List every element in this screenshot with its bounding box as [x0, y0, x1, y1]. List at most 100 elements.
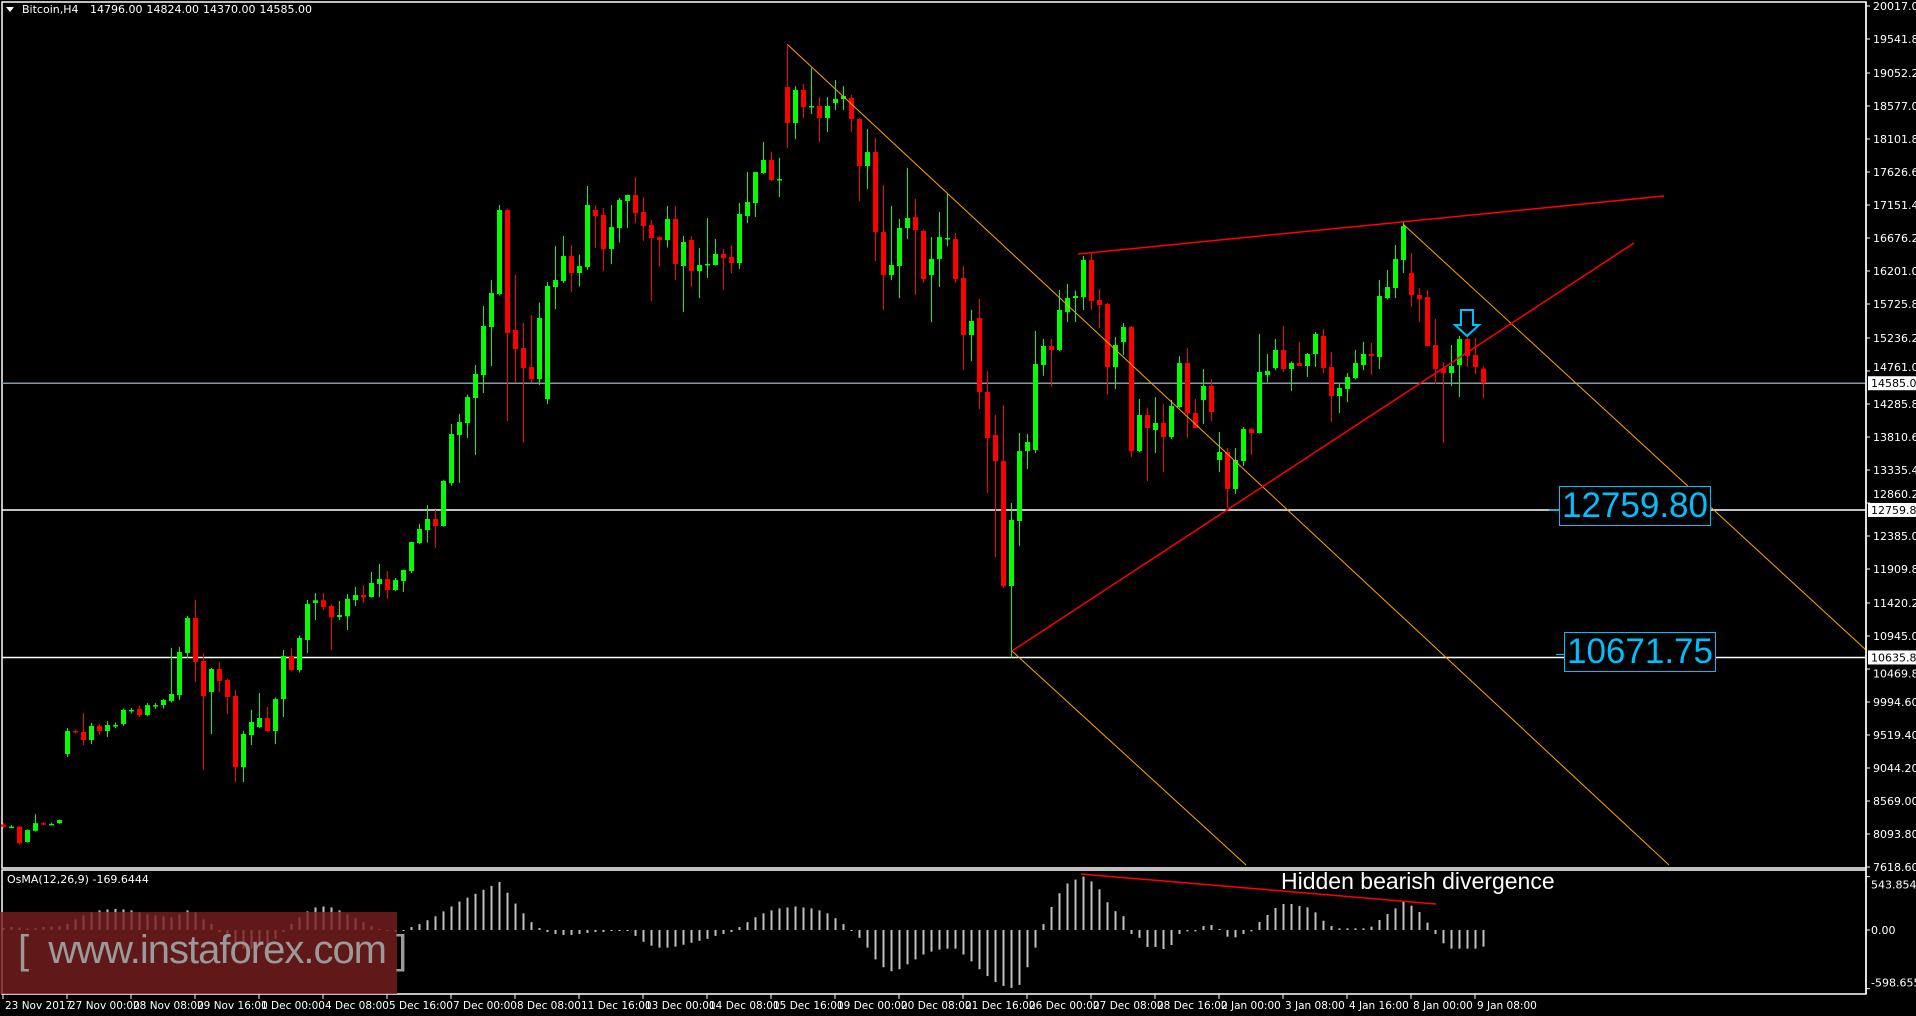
- bull-candle: [537, 318, 542, 379]
- bear-candle: [1129, 327, 1134, 451]
- bull-candle: [1057, 310, 1062, 351]
- bear-candle: [1281, 350, 1286, 369]
- osma-bar: [1194, 930, 1197, 932]
- y-tick-label: 15236.20: [1873, 332, 1916, 345]
- dropdown-triangle-icon[interactable]: [6, 7, 14, 12]
- osma-bar: [1154, 930, 1157, 947]
- bull-candle: [841, 96, 846, 100]
- bull-candle: [409, 542, 414, 572]
- bear-candle: [729, 256, 734, 264]
- level-label-12759[interactable]: 12759.80: [1559, 486, 1711, 526]
- osma-bar: [562, 930, 565, 935]
- bear-candle: [1409, 273, 1414, 296]
- y-tick-label: 13335.40: [1873, 464, 1916, 477]
- bull-candle: [65, 731, 70, 754]
- osma-bar: [1306, 907, 1309, 930]
- candles-layer: [1, 44, 1486, 845]
- bull-candle: [1073, 296, 1078, 299]
- osma-bar: [514, 903, 517, 930]
- osma-bar: [1138, 930, 1141, 938]
- osma-bar: [570, 930, 573, 935]
- bull-candle: [1385, 287, 1390, 299]
- bull-candle: [57, 820, 62, 824]
- osma-bar: [482, 889, 485, 930]
- trendline[interactable]: [1077, 195, 1665, 255]
- trendline[interactable]: [1080, 873, 1437, 905]
- osma-bar: [1402, 900, 1405, 930]
- bull-candle: [481, 326, 486, 376]
- watermark-text: [ www.instaforex.com ]: [18, 928, 407, 972]
- osma-bar: [1042, 924, 1045, 930]
- bear-candle: [873, 152, 878, 233]
- bull-candle: [441, 481, 446, 526]
- x-tick-label: 13 Dec 00:00: [645, 1000, 716, 1012]
- bull-candle: [937, 237, 942, 259]
- osma-bar: [914, 930, 917, 960]
- trendline[interactable]: [1011, 650, 1247, 866]
- price-marker-label: 10635.86: [1871, 651, 1916, 664]
- bear-candle: [513, 330, 518, 349]
- osma-bar: [810, 908, 813, 930]
- price-marker-label: 14585.00: [1871, 377, 1916, 390]
- bear-candle: [689, 240, 694, 272]
- osma-bar: [1442, 930, 1445, 944]
- y-tick-label: 10469.80: [1873, 667, 1916, 680]
- bull-candle: [1081, 260, 1086, 298]
- bull-candle: [425, 518, 430, 531]
- osma-bar: [842, 924, 845, 930]
- bull-candle: [1345, 376, 1350, 389]
- trendline[interactable]: [787, 44, 1670, 866]
- x-tick-label: 1 Dec 00:00: [261, 1000, 325, 1012]
- bull-candle: [25, 830, 30, 842]
- trendline[interactable]: [1011, 242, 1635, 652]
- y-tick-label: 10945.00: [1873, 630, 1916, 643]
- osma-bar: [1266, 915, 1269, 930]
- bear-candle: [849, 98, 854, 119]
- bull-candle: [353, 595, 358, 601]
- bear-candle: [1369, 353, 1374, 356]
- bear-candle: [1097, 300, 1102, 306]
- price-marker-box: [1868, 502, 1916, 517]
- bull-candle: [761, 160, 766, 174]
- osma-bar: [1210, 925, 1213, 930]
- bull-candle: [1113, 345, 1118, 368]
- osma-bar: [1146, 930, 1149, 947]
- osma-bar: [642, 930, 645, 942]
- osma-histogram: [2, 876, 1485, 988]
- bull-candle: [1009, 520, 1014, 586]
- high-value: 14824.00: [146, 3, 200, 16]
- osma-bar: [738, 927, 741, 930]
- osma-bar: [1226, 930, 1229, 937]
- bull-candle: [897, 228, 902, 266]
- bear-candle: [329, 606, 334, 618]
- bear-candle: [201, 661, 206, 696]
- y-tick-label: 16201.00: [1873, 265, 1916, 278]
- x-tick-label: 14 Dec 08:00: [709, 1000, 780, 1012]
- bull-candle: [1177, 363, 1182, 408]
- bull-candle: [777, 179, 782, 181]
- osma-bar: [698, 930, 701, 941]
- y-tick-label: 11420.20: [1873, 597, 1916, 610]
- osma-bar: [1130, 930, 1133, 934]
- osma-bar: [930, 930, 933, 952]
- y-tick-label: 9044.20: [1873, 762, 1916, 775]
- level-label-10671[interactable]: 10671.75: [1564, 632, 1716, 672]
- osma-bar: [946, 930, 949, 949]
- trendline[interactable]: [1402, 223, 1867, 651]
- bull-candle: [1233, 460, 1238, 489]
- osma-bar: [1002, 930, 1005, 986]
- bull-candle: [153, 705, 158, 707]
- bull-candle: [1041, 346, 1046, 366]
- bear-candle: [1481, 368, 1486, 384]
- bear-candle: [137, 708, 142, 716]
- bull-candle: [1449, 366, 1454, 374]
- bull-candle: [49, 823, 54, 826]
- osma-bar: [1282, 904, 1285, 930]
- trendlines-layer: [787, 44, 1867, 905]
- bear-candle: [785, 87, 790, 124]
- bull-candle: [585, 205, 590, 268]
- osma-bar: [1050, 906, 1053, 930]
- bull-candle: [745, 202, 750, 216]
- osma-bar: [1074, 879, 1077, 930]
